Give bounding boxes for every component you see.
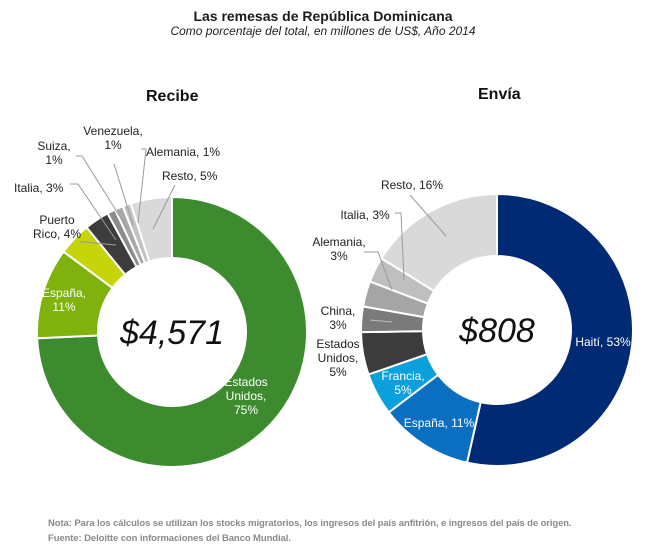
center-total-label: $4,571 — [119, 314, 224, 352]
leader-line — [395, 212, 405, 281]
data-label: Alemania, 3% — [312, 235, 365, 263]
leader-line — [409, 194, 447, 237]
data-label: Italia, 3% — [14, 181, 64, 195]
chart-main-title: Las remesas de República Dominicana — [193, 8, 453, 24]
data-label: Estados Unidos, 5% — [316, 337, 359, 379]
donut-recibe: Estados Unidos, 75% España, 11% Puerto Rico, 4… — [14, 124, 308, 468]
leader-line — [80, 241, 117, 246]
data-label: Francia, 5% — [381, 369, 424, 397]
right-chart-title: Envía — [478, 86, 521, 103]
footnote-source: Fuente: Deloitte con informaciones del B… — [48, 533, 291, 544]
leader-line — [113, 163, 134, 226]
data-label: España, 11% — [404, 416, 475, 430]
data-label: China, 3% — [321, 304, 356, 332]
data-label: Alemania, 1% — [146, 145, 220, 159]
data-label: España, 11% — [42, 286, 86, 314]
leader-line — [137, 148, 147, 224]
data-label: Venezuela, 1% — [83, 124, 142, 152]
data-label: Resto, 5% — [162, 169, 218, 183]
leader-line — [364, 251, 393, 291]
donut-charts: Estados Unidos, 75% España, 11% Puerto Rico, 4… — [14, 124, 634, 468]
slice-resto — [129, 195, 173, 263]
data-label: Puerto Rico, 4% — [33, 213, 81, 241]
donut-envia: Haití, 53% España, 11% Francia, 5% Estados Un… — [312, 178, 634, 467]
leader-line — [76, 155, 128, 229]
leader-line — [70, 183, 117, 241]
leader-line — [152, 184, 176, 230]
slice-estados-unidos — [36, 195, 308, 468]
leader-line — [369, 319, 393, 323]
chart-subtitle: Como porcentaje del total, en millones d… — [170, 24, 476, 38]
data-label: Estados Unidos, 75% — [224, 375, 267, 417]
footnote-note: Nota: Para los cálculos se utilizan los … — [48, 518, 572, 529]
slice-hait- — [465, 192, 634, 467]
slice-resto — [380, 192, 498, 293]
center-total-label: $808 — [458, 312, 535, 350]
data-label: Haití, 53% — [575, 335, 631, 349]
data-label: Resto, 16% — [381, 178, 443, 192]
left-chart-title: Recibe — [146, 88, 199, 105]
data-label: Italia, 3% — [340, 208, 390, 222]
data-label: Suiza, 1% — [37, 139, 70, 167]
